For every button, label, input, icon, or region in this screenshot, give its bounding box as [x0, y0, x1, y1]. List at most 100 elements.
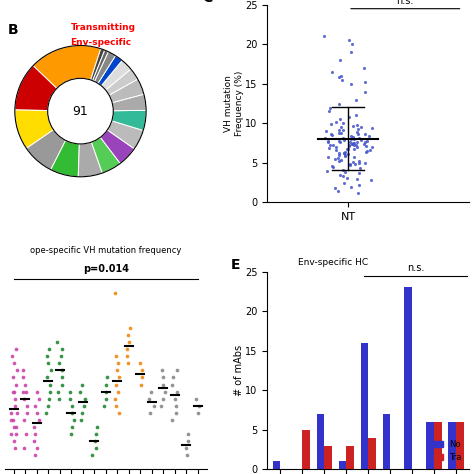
Bar — [324, 446, 332, 469]
Point — [368, 124, 376, 132]
Point — [332, 146, 340, 154]
Point — [336, 151, 343, 159]
Point — [335, 127, 342, 134]
Bar — [273, 461, 281, 469]
Point — [102, 381, 109, 388]
Point — [325, 108, 333, 115]
Point — [344, 145, 351, 153]
Point — [340, 150, 348, 157]
Point — [348, 140, 356, 148]
Point — [337, 129, 345, 137]
Point — [368, 143, 375, 151]
Y-axis label: VH mutation
Frequency (%): VH mutation Frequency (%) — [224, 71, 244, 136]
Point — [326, 144, 333, 152]
Point — [347, 132, 355, 140]
Point — [92, 430, 100, 438]
Point — [172, 409, 180, 417]
Point — [326, 141, 334, 148]
Point — [137, 360, 144, 367]
Point — [54, 338, 61, 346]
Text: n.s.: n.s. — [396, 0, 413, 6]
Point — [77, 416, 85, 424]
Point — [173, 366, 181, 374]
Point — [20, 444, 27, 452]
Point — [123, 346, 131, 353]
Point — [328, 162, 336, 170]
Point — [115, 360, 122, 367]
Point — [350, 158, 357, 166]
Bar — [302, 430, 310, 469]
Point — [9, 374, 17, 381]
Point — [353, 143, 361, 151]
Point — [151, 402, 158, 410]
Point — [112, 353, 120, 360]
Point — [172, 402, 180, 410]
Point — [337, 171, 344, 179]
Point — [158, 366, 166, 374]
Point — [355, 159, 363, 167]
Point — [33, 409, 41, 417]
Bar — [456, 422, 464, 469]
Point — [10, 437, 18, 445]
Point — [347, 183, 355, 191]
Point — [329, 142, 337, 149]
Point — [159, 395, 167, 402]
Point — [43, 353, 51, 360]
Point — [351, 160, 358, 167]
Point — [340, 179, 348, 186]
Point — [114, 388, 122, 395]
Point — [183, 451, 191, 459]
Point — [182, 444, 190, 452]
Point — [349, 122, 356, 129]
Wedge shape — [78, 142, 102, 177]
Point — [348, 140, 356, 148]
Point — [337, 124, 345, 131]
Point — [355, 135, 363, 142]
Point — [68, 423, 76, 431]
Bar — [346, 446, 354, 469]
Point — [350, 139, 358, 147]
Point — [362, 148, 370, 155]
Point — [361, 159, 369, 167]
Point — [339, 134, 346, 141]
Point — [138, 374, 146, 381]
Point — [337, 156, 345, 164]
Point — [348, 40, 356, 48]
Point — [55, 388, 62, 395]
Point — [59, 374, 66, 381]
Point — [324, 137, 332, 145]
Text: Env-specific HC: Env-specific HC — [298, 258, 368, 267]
Wedge shape — [101, 60, 131, 90]
Point — [336, 129, 343, 137]
Bar — [427, 422, 434, 469]
Circle shape — [48, 78, 113, 144]
Point — [345, 143, 353, 150]
Point — [345, 146, 352, 153]
Point — [336, 100, 343, 108]
Wedge shape — [112, 94, 146, 111]
Point — [363, 143, 370, 150]
Point — [344, 150, 352, 158]
Point — [184, 430, 191, 438]
Point — [349, 133, 356, 141]
Point — [362, 78, 369, 86]
Point — [341, 152, 349, 160]
Point — [339, 76, 346, 83]
Point — [169, 374, 177, 381]
Point — [146, 395, 153, 402]
Wedge shape — [98, 55, 122, 86]
Point — [341, 168, 349, 175]
Wedge shape — [106, 69, 138, 95]
Point — [92, 444, 100, 452]
Point — [58, 366, 65, 374]
Point — [336, 73, 343, 81]
Point — [161, 388, 169, 395]
Point — [351, 154, 358, 161]
Point — [336, 157, 343, 164]
Point — [102, 388, 110, 395]
Wedge shape — [108, 121, 143, 149]
Point — [22, 388, 30, 395]
Point — [22, 430, 29, 438]
Point — [146, 409, 154, 417]
Point — [157, 402, 165, 410]
